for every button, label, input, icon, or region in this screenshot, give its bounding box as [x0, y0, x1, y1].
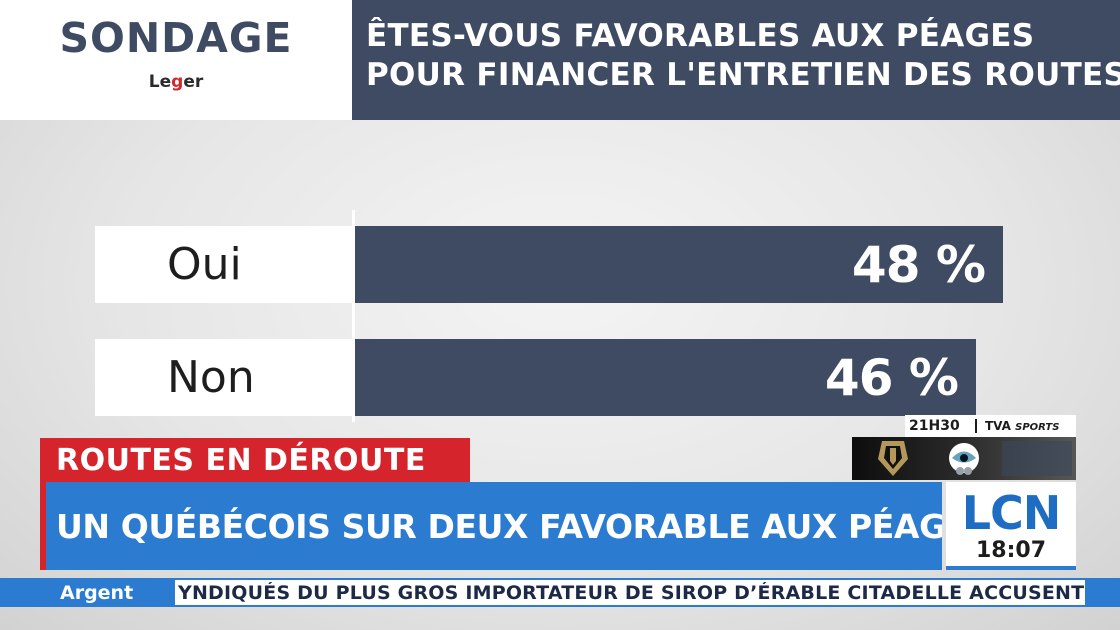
poll-question-line2: POUR FINANCER L'ENTRETIEN DES ROUTES? [366, 57, 1120, 93]
poll-title: SONDAGE [59, 14, 293, 62]
bar-non: 46 % [355, 339, 976, 416]
category-label-oui: Oui [95, 226, 353, 303]
news-headline: UN QUÉBÉCOIS SUR DEUX FAVORABLE AUX PÉAG… [40, 482, 942, 570]
promo-network: TVA SPORTS [975, 419, 1059, 433]
clock: 18:07 [975, 538, 1047, 563]
promo-time: 21H30 [909, 418, 960, 434]
kraken-logo-icon [949, 443, 979, 475]
promo-teams-art [878, 441, 1072, 476]
poll-question-line1: ÊTES-VOUS FAVORABLES AUX PÉAGES [366, 18, 1035, 54]
value-label-non: 46 % [824, 348, 959, 407]
promo-teams [852, 437, 1076, 480]
golden-knights-helmet-icon [878, 441, 908, 476]
story-tag: ROUTES EN DÉROUTE [40, 438, 470, 484]
ticker-text: YNDIQUÉS DU PLUS GROS IMPORTATEUR DE SIR… [178, 581, 1085, 604]
poll-question-panel: ÊTES-VOUS FAVORABLES AUX PÉAGES POUR FIN… [352, 0, 1120, 120]
news-ticker: Argent YNDIQUÉS DU PLUS GROS IMPORTATEUR… [0, 578, 1120, 607]
ticker-category: Argent [0, 580, 175, 605]
leger-logo: Leger [148, 72, 204, 92]
value-label-oui: 48 % [851, 235, 986, 294]
ticker-endcap [1085, 580, 1120, 605]
chart-axis-line [352, 210, 355, 422]
sports-promo: 21H30 TVA SPORTS [852, 415, 1076, 480]
poll-question: ÊTES-VOUS FAVORABLES AUX PÉAGES POUR FIN… [366, 17, 1120, 95]
bar-oui: 48 % [355, 226, 1003, 303]
promo-header: 21H30 TVA SPORTS [905, 415, 1076, 437]
promo-network-suffix: SPORTS [1015, 422, 1060, 433]
poll-header-left: SONDAGE Leger [0, 0, 352, 120]
category-label-non: Non [95, 339, 353, 416]
channel-bug: LCN 18:07 [946, 482, 1076, 570]
lcn-logo: LCN [961, 486, 1062, 540]
promo-network-name: TVA [985, 419, 1011, 433]
